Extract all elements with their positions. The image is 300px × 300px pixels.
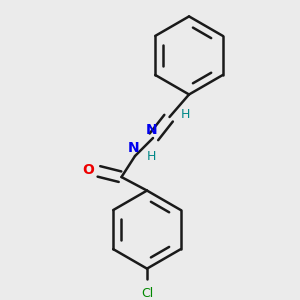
Text: H: H [146, 150, 156, 164]
Text: N: N [128, 140, 139, 154]
Text: O: O [82, 163, 94, 176]
Text: N: N [146, 122, 157, 136]
Text: Cl: Cl [141, 286, 153, 300]
Text: H: H [181, 108, 190, 121]
